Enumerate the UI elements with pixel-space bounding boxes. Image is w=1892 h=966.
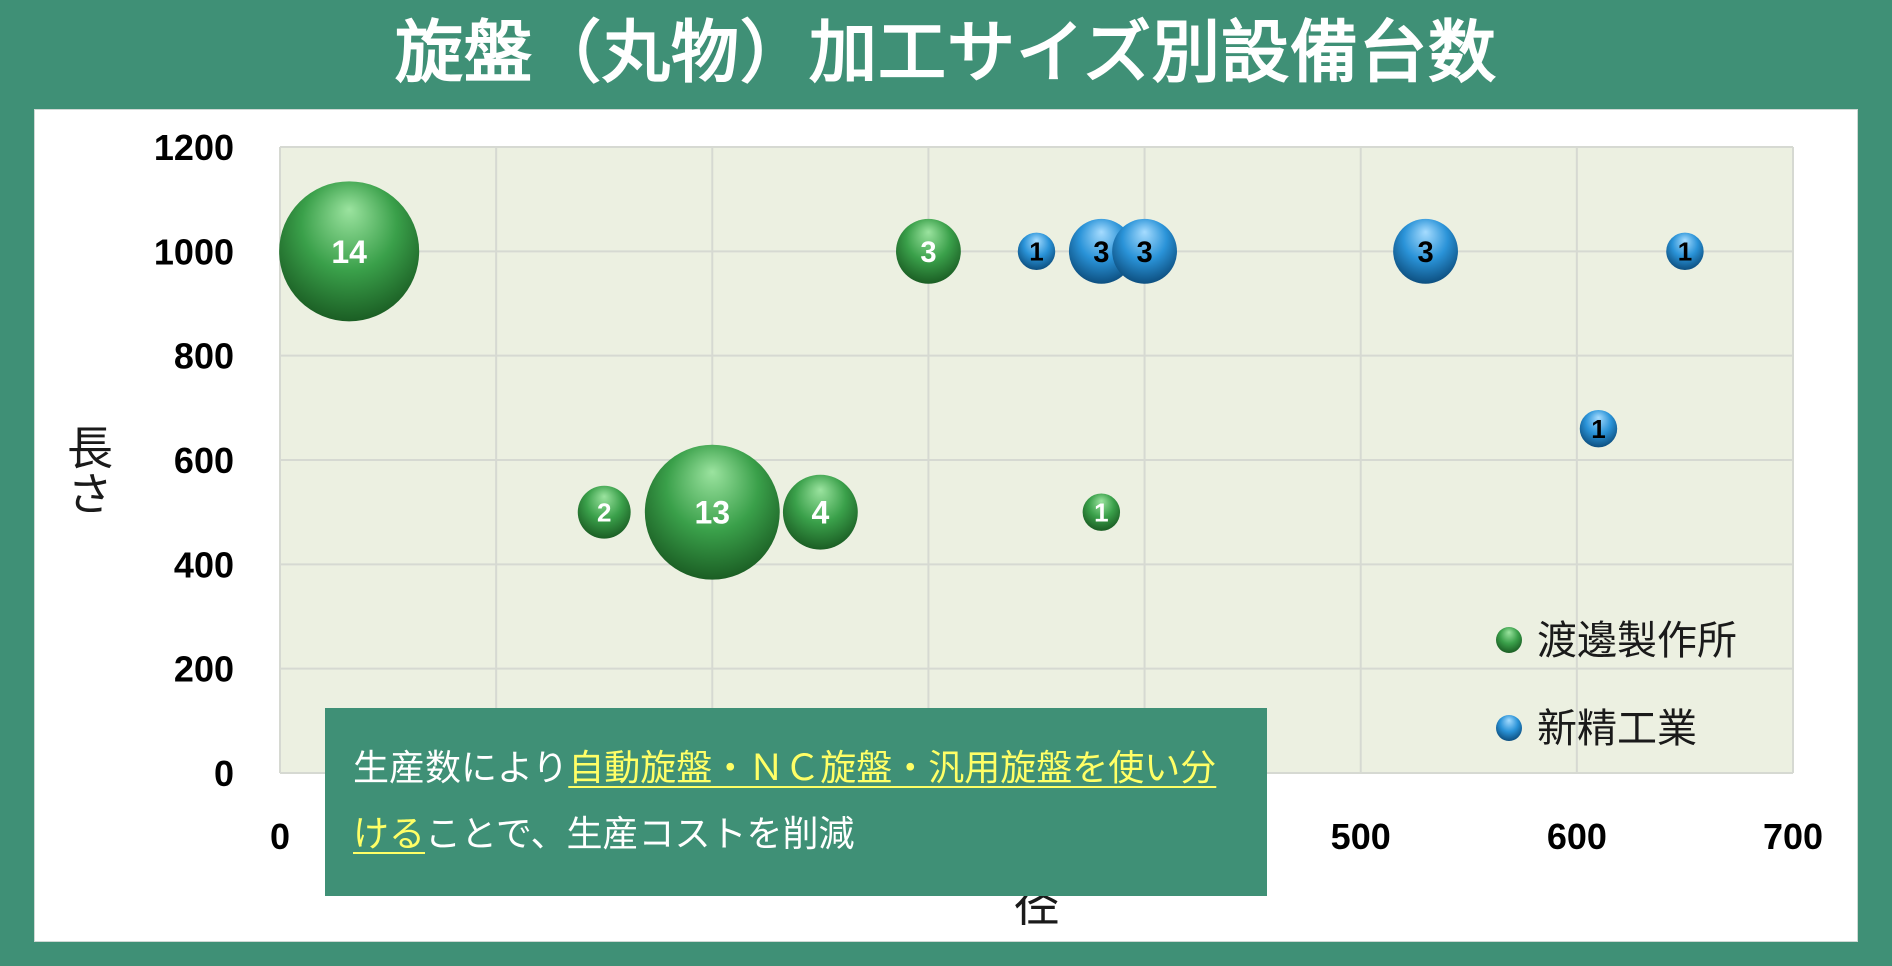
bubble	[1082, 493, 1121, 531]
bubble	[577, 485, 631, 539]
chart-title: 旋盤（丸物）加工サイズ別設備台数	[395, 14, 1497, 93]
bubble-label: 1	[1094, 498, 1108, 528]
bubble	[1666, 232, 1704, 271]
legend-marker	[1496, 715, 1522, 741]
bubble-label: 13	[694, 495, 730, 531]
y-tick-labels: 0 200 400 600 800 1000 1200	[154, 127, 234, 794]
bubble-label: 1	[1591, 414, 1605, 444]
y-axis-title: 長さ	[60, 424, 114, 516]
x-tick-label: 0	[270, 816, 290, 857]
bubble	[896, 218, 961, 284]
bubble	[1579, 409, 1618, 448]
bubble	[644, 444, 780, 580]
y-tick-label: 600	[174, 440, 234, 481]
y-tick-label: 0	[214, 753, 234, 794]
y-tick-label: 800	[174, 336, 234, 377]
chart-panel: 0100200300400500600700 02004006008001000…	[34, 109, 1858, 942]
bubble-label: 3	[1136, 237, 1152, 269]
legend-marker	[1496, 627, 1522, 653]
y-tick-label: 200	[174, 649, 234, 690]
bubble	[1112, 218, 1177, 284]
x-tick-label: 700	[1763, 816, 1823, 857]
x-tick-label: 600	[1547, 816, 1607, 857]
y-tick-label: 1200	[154, 127, 234, 168]
bubble	[279, 181, 420, 322]
callout-text-1: 生産数により	[353, 748, 569, 789]
callout-text-2: ことで、生産コストを削減	[425, 814, 855, 855]
x-tick-label: 500	[1331, 816, 1391, 857]
bubble-label: 3	[1093, 237, 1109, 269]
bubble-label: 4	[811, 495, 829, 531]
bubble-label: 3	[920, 237, 936, 269]
callout-highlight: 自動旋盤・ＮＣ旋盤・汎用旋盤を使い分ける	[353, 748, 1217, 855]
y-tick-label: 1000	[154, 231, 234, 272]
bubble	[1017, 232, 1056, 271]
bubble	[782, 474, 858, 550]
bubble-label: 1	[1029, 237, 1043, 267]
bubble-label: 1	[1678, 237, 1692, 267]
y-tick-label: 400	[174, 544, 234, 585]
legend-label: 新精工業	[1537, 706, 1697, 752]
bubble-label: 14	[331, 234, 367, 270]
bubble	[1393, 218, 1458, 284]
callout-box: 生産数により自動旋盤・ＮＣ旋盤・汎用旋盤を使い分けることで、生産コストを削減	[325, 708, 1267, 896]
legend-label: 渡邊製作所	[1537, 618, 1737, 664]
bubble-label: 2	[597, 498, 611, 528]
bubble-label: 3	[1417, 237, 1433, 269]
